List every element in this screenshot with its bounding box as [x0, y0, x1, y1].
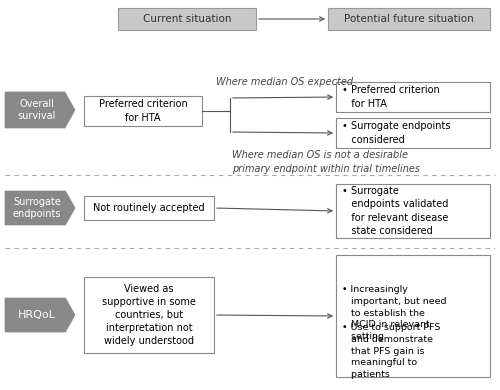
Bar: [336, 255, 490, 377]
Text: Potential future situation: Potential future situation: [344, 14, 474, 24]
Text: Surrogate
endpoints: Surrogate endpoints: [12, 197, 61, 219]
Bar: [336, 118, 490, 148]
Text: HRQoL: HRQoL: [18, 310, 56, 320]
Text: • Surrogate endpoints
   considered: • Surrogate endpoints considered: [342, 121, 450, 145]
Bar: [84, 277, 214, 353]
Polygon shape: [5, 92, 75, 128]
Text: • Preferred criterion
   for HTA: • Preferred criterion for HTA: [342, 85, 440, 108]
Text: Where median OS is not a desirable
primary endpoint within trial timelines: Where median OS is not a desirable prima…: [232, 151, 420, 174]
Bar: [118, 8, 256, 30]
Bar: [336, 184, 490, 238]
Bar: [328, 8, 490, 30]
Text: • Increasingly
   important, but need
   to establish the
   MCID in relevant
  : • Increasingly important, but need to es…: [342, 285, 446, 341]
Text: Current situation: Current situation: [143, 14, 231, 24]
Bar: [84, 196, 214, 220]
Bar: [336, 82, 490, 112]
Text: Not routinely accepted: Not routinely accepted: [93, 203, 205, 213]
Text: • Surrogate
   endpoints validated
   for relevant disease
   state considered: • Surrogate endpoints validated for rele…: [342, 186, 448, 236]
Text: Preferred criterion
for HTA: Preferred criterion for HTA: [98, 99, 188, 122]
Polygon shape: [5, 298, 75, 332]
Text: Where median OS expected: Where median OS expected: [216, 77, 354, 87]
Text: • Use to support PFS
   and demonstrate
   that PFS gain is
   meaningful to
   : • Use to support PFS and demonstrate tha…: [342, 323, 440, 379]
Bar: [84, 96, 202, 126]
Polygon shape: [5, 191, 75, 225]
Text: Overall
survival: Overall survival: [18, 99, 56, 121]
Text: Viewed as
supportive in some
countries, but
interpretation not
widely understood: Viewed as supportive in some countries, …: [102, 284, 196, 346]
